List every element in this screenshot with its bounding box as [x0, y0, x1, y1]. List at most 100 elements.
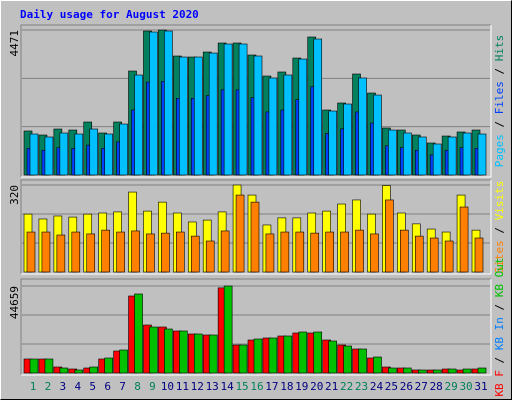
panel-bevel: [21, 180, 492, 275]
bar: [59, 367, 69, 374]
bar: [268, 77, 278, 176]
x-tick-label: 31: [474, 380, 487, 393]
bar: [253, 338, 263, 374]
x-tick-label: 4: [74, 380, 81, 393]
bar: [429, 237, 439, 273]
bar: [220, 230, 230, 273]
bar: [86, 233, 96, 273]
legend-entry: Visits: [493, 181, 506, 221]
legend-separator: /: [493, 114, 506, 134]
bar: [104, 357, 113, 374]
legend-entry: Hits: [493, 35, 506, 62]
bar: [238, 344, 248, 374]
legend-entry: KB F: [493, 370, 506, 397]
x-tick-label: 19: [295, 380, 308, 393]
x-tick-label: 5: [89, 380, 96, 393]
bar: [403, 367, 412, 374]
bar: [313, 331, 323, 374]
x-tick-label: 27: [415, 380, 428, 393]
bar: [373, 94, 382, 176]
legend: Pages / Files / Hits: [493, 35, 506, 168]
y-tick-label: 320: [8, 185, 21, 205]
x-tick-label: 24: [370, 380, 384, 393]
x-tick-label: 13: [206, 380, 219, 393]
legend: Sites / Visits: [493, 181, 506, 274]
x-tick-label: 20: [310, 380, 323, 393]
bar: [343, 103, 352, 176]
bar: [223, 43, 233, 176]
bar: [444, 240, 454, 273]
bar: [71, 231, 81, 273]
panel-bevel: [20, 24, 491, 177]
bar: [373, 356, 382, 374]
bar: [325, 231, 334, 273]
bar: [190, 235, 200, 273]
legend-separator: /: [493, 297, 506, 317]
x-tick-label: 29: [445, 380, 458, 393]
bar: [385, 199, 394, 273]
x-tick-label: 7: [119, 380, 126, 393]
bar: [116, 231, 125, 273]
bar: [149, 31, 158, 176]
bar: [474, 237, 484, 273]
legend-entry: Pages: [493, 134, 506, 167]
x-tick-label: 30: [459, 380, 472, 393]
bar: [388, 129, 397, 176]
bar: [283, 335, 293, 374]
bar: [477, 367, 487, 374]
x-tick-label: 23: [355, 380, 368, 393]
bar: [44, 136, 54, 176]
bar: [74, 369, 84, 374]
bar: [101, 229, 110, 273]
bar: [149, 326, 158, 374]
bar: [205, 240, 215, 273]
bar: [250, 201, 260, 273]
bar: [134, 293, 143, 374]
bar: [343, 345, 352, 374]
y-tick-label: 44659: [8, 286, 21, 319]
bar: [26, 231, 36, 273]
bar: [358, 348, 367, 374]
bar: [134, 74, 143, 176]
x-tick-label: 21: [325, 380, 338, 393]
bar: [462, 368, 472, 374]
legend-entry: Sites: [493, 240, 506, 273]
bar: [417, 369, 427, 374]
bar: [355, 229, 364, 273]
bar: [223, 285, 233, 374]
legend-entry: KB In: [493, 317, 506, 350]
bar: [400, 229, 409, 273]
x-tick-label: 22: [340, 380, 353, 393]
bar: [29, 358, 39, 374]
legend-entry: KB Out: [493, 257, 506, 297]
x-tick-label: 10: [161, 380, 174, 393]
bar: [328, 340, 337, 374]
bar: [370, 233, 379, 273]
bar: [447, 368, 457, 374]
bar: [161, 232, 170, 273]
bar: [340, 231, 349, 273]
x-tick-label: 17: [265, 380, 278, 393]
bar: [89, 366, 99, 374]
bar: [268, 337, 278, 374]
x-tick-label: 6: [104, 380, 111, 393]
bar: [414, 235, 424, 273]
x-tick-label: 9: [149, 380, 156, 393]
bar: [388, 367, 397, 374]
x-tick-label: 1: [30, 380, 37, 393]
bar: [56, 234, 66, 273]
bar: [403, 132, 412, 176]
panel-bevel: [21, 25, 492, 178]
bar: [358, 77, 367, 176]
bar: [417, 136, 427, 176]
bar: [119, 349, 128, 374]
bar: [283, 74, 293, 176]
chart-title: Daily usage for August 2020: [20, 8, 199, 21]
panel-bevel: [20, 278, 491, 375]
x-tick-label: 18: [280, 380, 293, 393]
bar: [44, 358, 54, 374]
bar: [179, 330, 188, 374]
legend-entry: Files: [493, 81, 506, 114]
bar: [310, 232, 320, 273]
bar: [41, 231, 51, 273]
